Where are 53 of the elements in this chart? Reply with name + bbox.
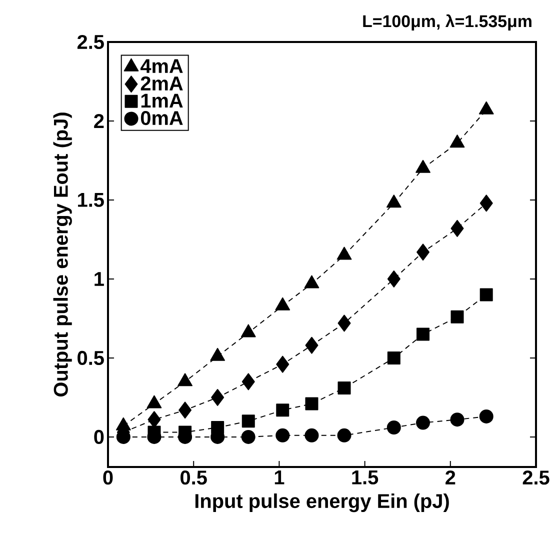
- point: [336, 246, 352, 260]
- legend-label: 0mA: [140, 111, 183, 126]
- point: [276, 356, 290, 373]
- point: [178, 402, 192, 419]
- x-tick-label: 0: [103, 470, 113, 485]
- point: [416, 328, 430, 341]
- point: [275, 297, 290, 310]
- y-tick-label: 1.5: [78, 193, 104, 207]
- point: [338, 382, 351, 395]
- point: [304, 428, 319, 442]
- point: [305, 397, 318, 410]
- point: [304, 275, 320, 288]
- y-tick-label: 2: [94, 114, 104, 128]
- point: [211, 421, 224, 434]
- point: [242, 373, 255, 390]
- legend-label: 4mA: [140, 59, 183, 73]
- chart-title: L=100μm, λ=1.535μm: [363, 14, 532, 30]
- point: [276, 428, 290, 442]
- point: [242, 414, 255, 428]
- point: [450, 220, 464, 237]
- point: [480, 288, 493, 302]
- point: [241, 430, 256, 444]
- y-axis-title: Output pulse energy Eout (pJ): [53, 112, 72, 396]
- x-tick-label: 2.5: [522, 470, 550, 485]
- y-tick-label: 0.5: [78, 350, 104, 366]
- point: [416, 160, 430, 173]
- x-tick-label: 0.5: [180, 470, 207, 485]
- point: [276, 404, 290, 417]
- point: [450, 310, 464, 324]
- point: [450, 412, 464, 427]
- y-tick-label: 1: [94, 272, 104, 286]
- legend-label: 2mA: [140, 76, 183, 90]
- y-tick-label: 2.5: [77, 34, 104, 50]
- point: [211, 388, 224, 406]
- point: [416, 244, 430, 261]
- y-tick-label: 0: [94, 430, 104, 444]
- x-tick-label: 1: [274, 470, 284, 484]
- point: [450, 134, 465, 148]
- legend-label: 1mA: [141, 94, 183, 108]
- point: [479, 409, 494, 424]
- point: [478, 101, 494, 114]
- point: [387, 270, 400, 288]
- x-tick-label: 1.5: [352, 470, 378, 484]
- point: [240, 324, 256, 338]
- point: [416, 416, 430, 430]
- point: [386, 420, 401, 434]
- point: [338, 314, 351, 332]
- point: [305, 336, 318, 354]
- point: [387, 351, 400, 364]
- x-tick-label: 2: [446, 470, 456, 484]
- x-axis-title: Input pulse energy Ein (pJ): [195, 493, 449, 512]
- point: [386, 194, 402, 208]
- point: [337, 428, 352, 442]
